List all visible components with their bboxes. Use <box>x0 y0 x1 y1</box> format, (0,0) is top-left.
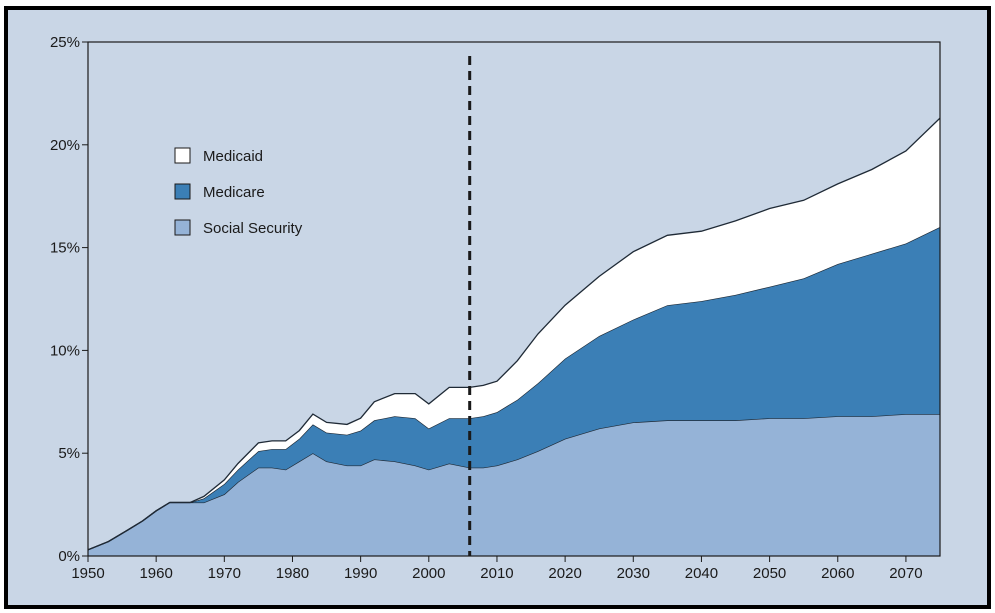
legend-label-social-security: Social Security <box>203 220 303 237</box>
area-social-security <box>88 414 940 556</box>
tick-labels: 1950 1960 1970 1980 1990 2000 2010 2020 2030 2040… <box>50 34 923 582</box>
x-tick-label: 1990 <box>344 565 377 582</box>
area-medicaid <box>88 118 940 550</box>
x-tick-label: 1950 <box>71 565 104 582</box>
area-medicare <box>88 227 940 550</box>
x-tick-label: 1960 <box>139 565 172 582</box>
line-medicaid <box>87 117 941 551</box>
y-tick-label: 15% <box>50 240 80 257</box>
x-tick-label: 1970 <box>208 565 241 582</box>
legend-swatch-social-security <box>174 219 191 236</box>
x-tick-label: 1980 <box>276 565 309 582</box>
plot-axes <box>87 41 941 557</box>
y-tick-label: 0% <box>58 548 80 565</box>
legend-label-medicaid: Medicaid <box>203 148 263 165</box>
legend-swatch-medicare <box>174 183 191 200</box>
y-tick-label: 25% <box>50 34 80 51</box>
legend-swatch-medicaid <box>174 147 191 164</box>
plot-border <box>87 41 941 557</box>
x-tick-label: 2060 <box>821 565 854 582</box>
x-tick-label: 2050 <box>753 565 786 582</box>
top-clipped-header <box>0 0 995 6</box>
y-tick-label: 5% <box>58 445 80 462</box>
legend: Medicaid Medicare Social Security <box>174 147 303 237</box>
x-tick-label: 2000 <box>412 565 445 582</box>
x-tick-label: 2020 <box>548 565 581 582</box>
y-tick-label: 10% <box>50 342 80 359</box>
y-tick-label: 20% <box>50 137 80 154</box>
x-tick-label: 2030 <box>617 565 650 582</box>
legend-label-medicare: Medicare <box>203 184 265 201</box>
x-tick-label: 2010 <box>480 565 513 582</box>
stacked-areas <box>87 42 941 556</box>
x-tick-label: 2040 <box>685 565 718 582</box>
x-tick-label: 2070 <box>889 565 922 582</box>
